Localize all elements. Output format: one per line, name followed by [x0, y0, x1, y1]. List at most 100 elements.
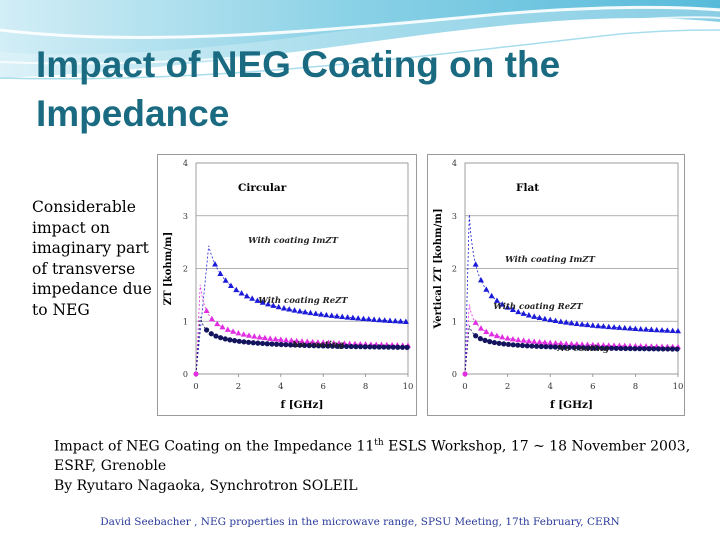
data-point — [283, 336, 290, 343]
x-tick-label: 0 — [193, 382, 198, 392]
data-point — [584, 321, 591, 328]
data-point — [320, 343, 326, 349]
series-annotation: No coating — [556, 344, 609, 354]
data-point — [611, 324, 618, 330]
data-point — [477, 277, 484, 283]
data-point — [299, 338, 305, 344]
data-point — [515, 336, 522, 343]
data-point — [212, 261, 219, 267]
data-point — [552, 344, 558, 350]
data-point — [286, 306, 293, 312]
data-point — [580, 345, 587, 351]
data-point — [246, 332, 252, 338]
data-point — [477, 336, 483, 342]
data-point — [381, 344, 387, 350]
y-tick-label: 2 — [452, 265, 457, 274]
data-point — [491, 339, 497, 346]
data-point — [265, 301, 272, 307]
data-point — [627, 345, 633, 352]
data-point — [315, 343, 322, 349]
data-point — [357, 344, 364, 350]
data-point — [576, 345, 582, 351]
data-point — [334, 343, 340, 349]
caption: Impact of NEG Coating on the Impedance 1… — [54, 434, 694, 496]
data-point — [538, 343, 544, 350]
data-point — [269, 341, 275, 347]
y-tick-label: 3 — [452, 212, 457, 221]
data-point — [385, 344, 392, 350]
data-point — [552, 317, 559, 324]
series-annotation: No coating — [291, 340, 344, 350]
data-point — [236, 338, 242, 344]
data-point — [547, 316, 554, 323]
data-point — [318, 311, 325, 317]
data-point — [312, 310, 319, 316]
data-point — [343, 343, 350, 350]
data-point — [395, 344, 401, 350]
data-point — [608, 345, 615, 351]
data-point — [283, 342, 289, 348]
data-point — [275, 303, 282, 310]
y-tick-label: 0 — [183, 370, 188, 379]
chart-title: Circular — [238, 182, 287, 194]
data-point — [669, 346, 676, 352]
data-point — [381, 317, 388, 323]
origin-point — [462, 371, 468, 377]
data-point — [224, 326, 231, 332]
data-point — [280, 305, 287, 311]
data-point — [245, 339, 252, 345]
chart-circular: 0 1 2 3 4 0 2 4 6 8 10 f [GHz] ZT [kohm/m] Circular Wi… — [163, 159, 413, 411]
title-line-1: Impact of NEG Coating on the — [36, 44, 561, 85]
data-point — [648, 326, 655, 332]
data-point — [646, 346, 652, 352]
data-point — [590, 345, 596, 351]
data-point — [493, 297, 500, 303]
data-point — [519, 342, 526, 349]
data-point — [261, 334, 268, 341]
y-tick-label: 3 — [183, 212, 188, 221]
data-point — [510, 342, 516, 348]
x-axis-label: f [GHz] — [550, 399, 593, 411]
data-point — [386, 317, 393, 323]
title-line-2: Impedance — [36, 93, 230, 134]
data-point — [599, 345, 605, 351]
data-point — [302, 308, 309, 315]
data-point — [547, 339, 554, 346]
data-point — [563, 319, 570, 325]
footer-credit: David Seebacher , NEG properties in the … — [100, 516, 620, 528]
data-point — [254, 297, 261, 303]
caption-line-2: ESRF, Grenoble — [54, 458, 167, 475]
data-point — [541, 339, 548, 345]
data-point — [344, 314, 351, 320]
data-point — [665, 346, 671, 352]
data-point — [562, 344, 568, 350]
data-point — [557, 340, 564, 346]
data-point — [552, 340, 559, 346]
data-point — [557, 318, 564, 324]
data-point — [203, 307, 210, 313]
y-axis-label: ZT [kohm/m] — [163, 232, 174, 305]
data-point — [309, 338, 316, 345]
data-point — [222, 336, 228, 342]
data-point — [604, 345, 610, 351]
data-point — [600, 323, 607, 329]
data-point — [589, 322, 596, 328]
data-point — [585, 345, 591, 351]
data-point — [251, 333, 258, 339]
data-point — [249, 295, 256, 301]
data-point — [515, 308, 522, 315]
data-point — [487, 339, 493, 345]
data-point — [227, 337, 233, 343]
data-point — [231, 338, 238, 344]
caption-superscript: th — [374, 438, 384, 448]
data-point — [208, 331, 214, 337]
chart-panel-circular: 0 1 2 3 4 0 2 4 6 8 10 f [GHz] ZT [kohm/m] Circular Wi… — [157, 154, 417, 416]
data-point — [243, 292, 250, 299]
data-point — [627, 325, 634, 331]
data-point — [402, 318, 409, 324]
data-point — [605, 323, 612, 330]
data-point — [675, 327, 681, 334]
data-point — [307, 309, 314, 316]
data-point — [536, 338, 543, 345]
data-point — [664, 327, 671, 333]
